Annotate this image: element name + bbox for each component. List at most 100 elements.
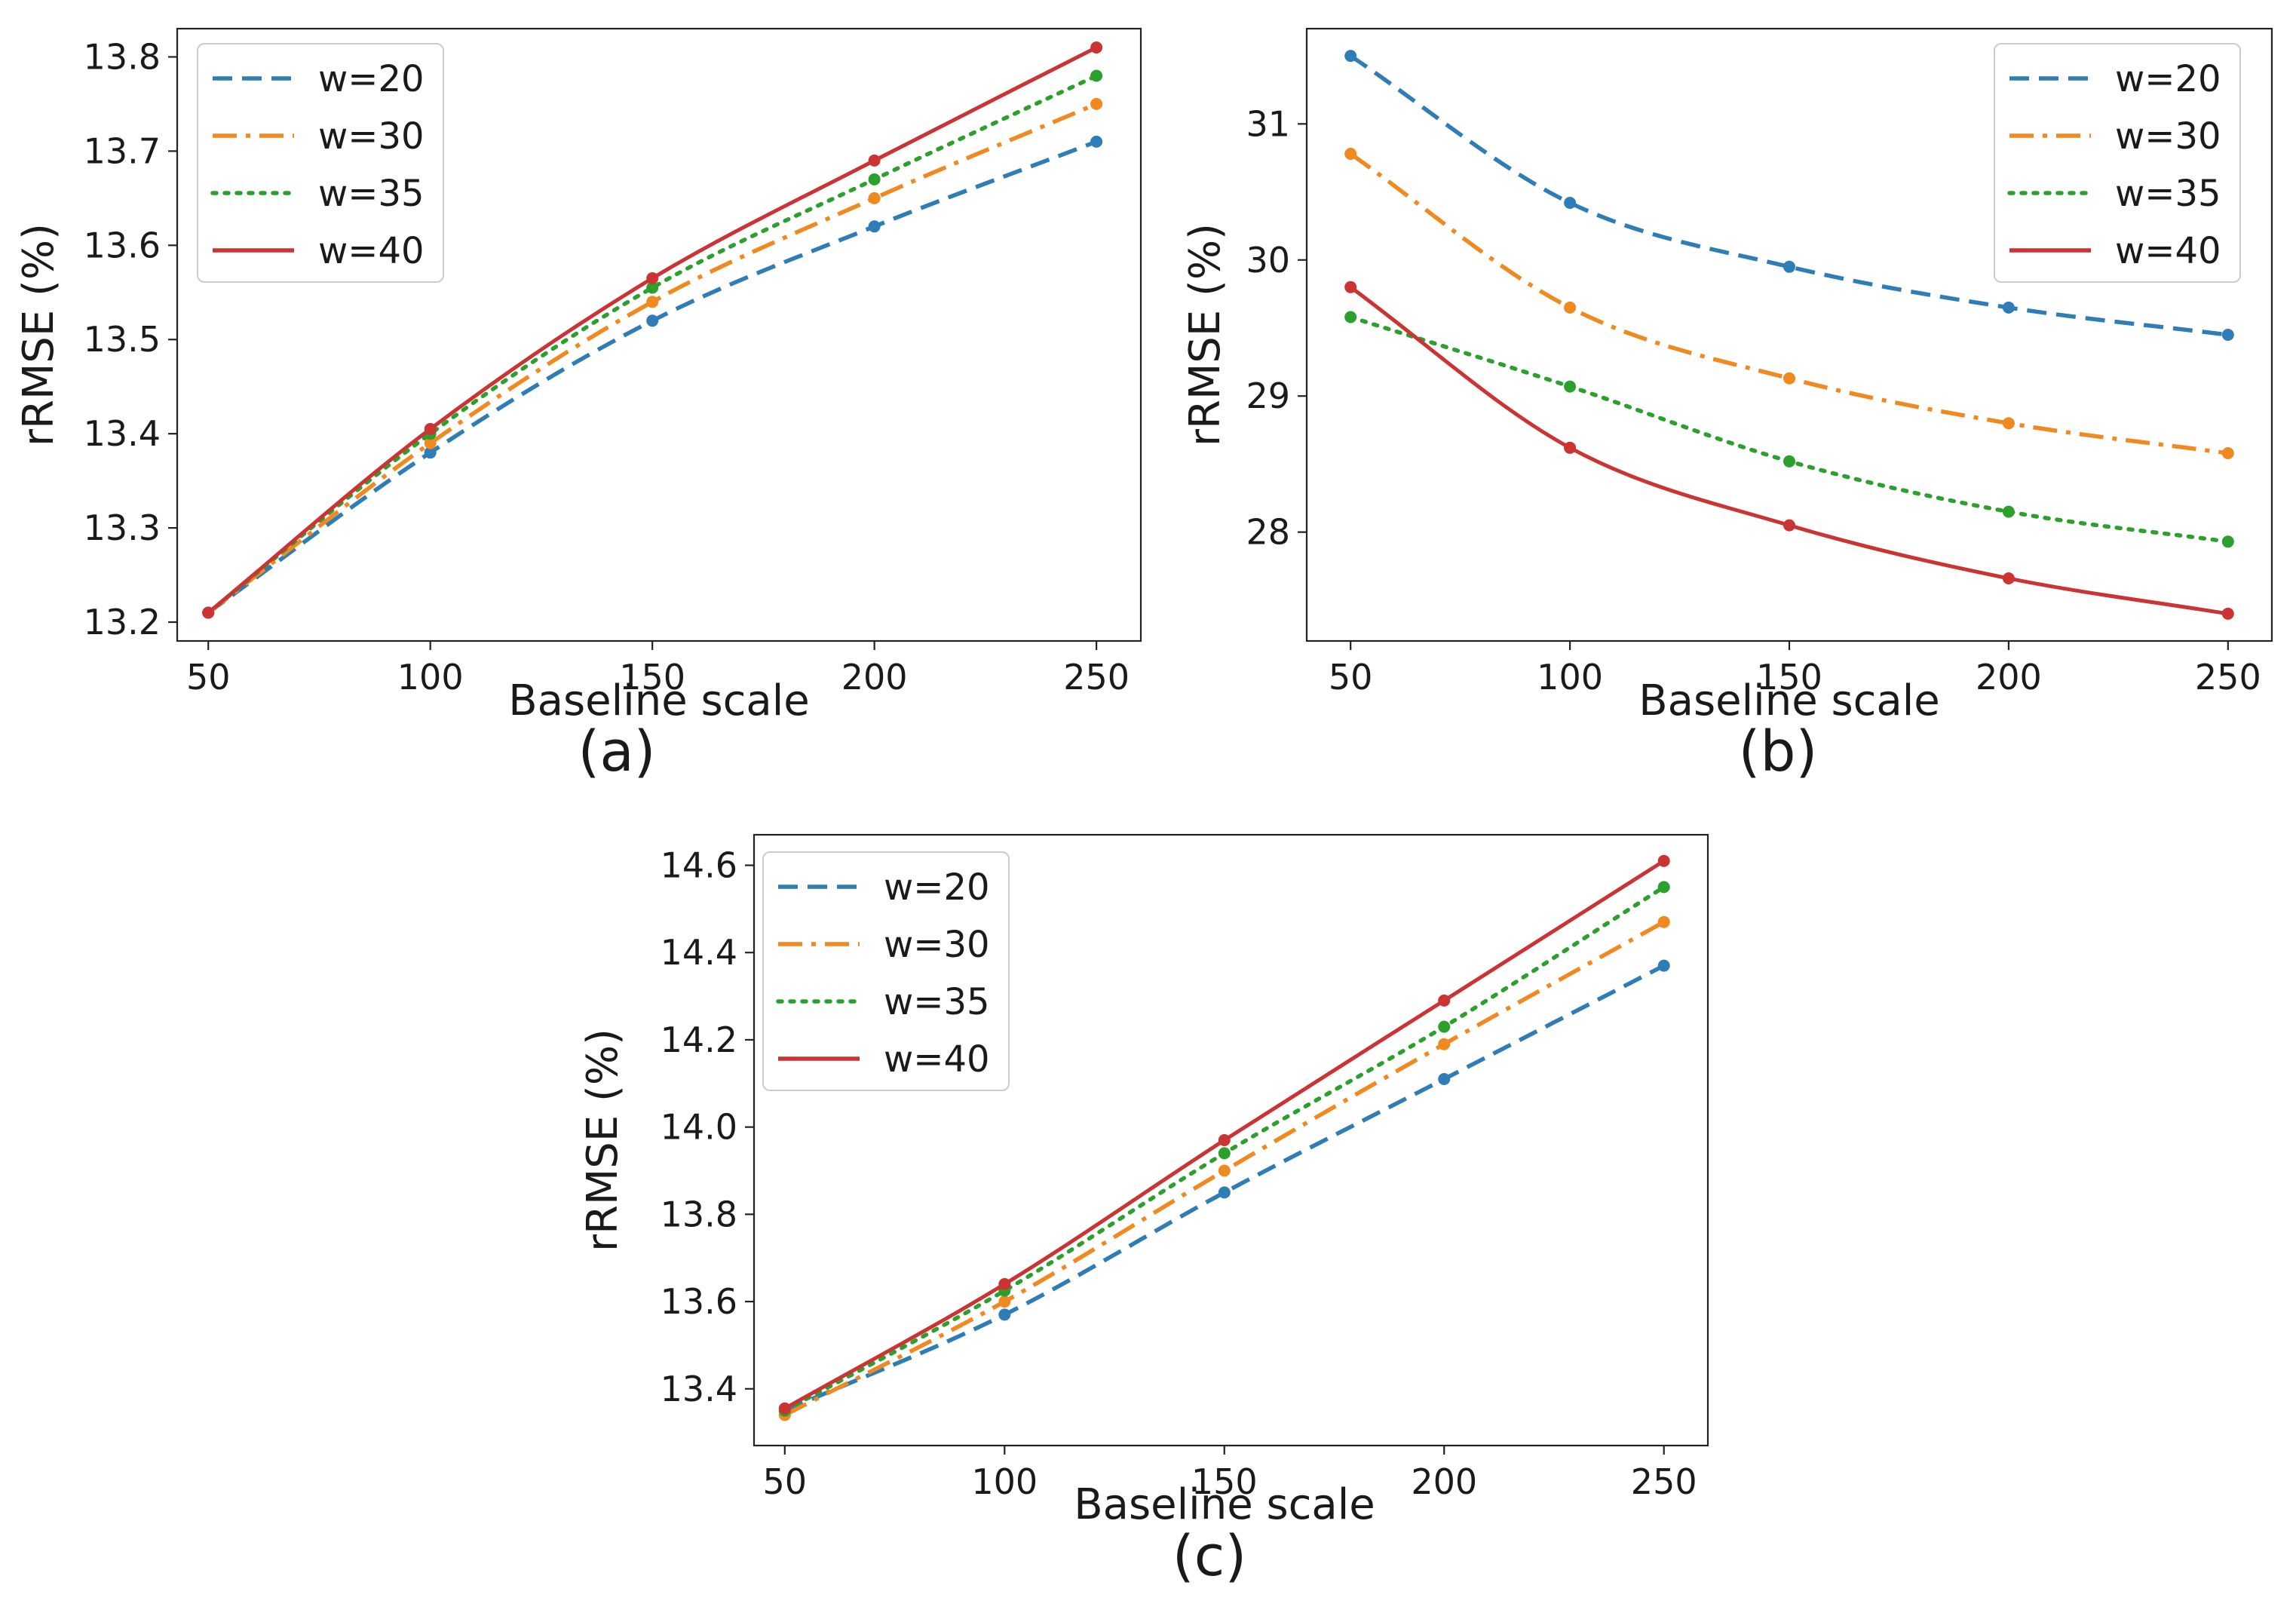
legend-label: w=35: [2115, 173, 2221, 215]
legend-frame: [197, 43, 444, 283]
chart-panel-2: 50 100 150 200 250 28 29 30 31 Baseline scale rRMS…: [1181, 27, 2273, 784]
data-point-w20: [1657, 959, 1670, 972]
data-point-w40: [2002, 572, 2015, 584]
y-tick-label: 14.0: [661, 1107, 737, 1148]
data-point-w20: [2221, 329, 2234, 341]
panel-label: (a): [578, 719, 655, 784]
y-tick-label: 13.8: [661, 1194, 737, 1234]
data-point-w20: [646, 314, 659, 327]
data-point-w30: [424, 437, 437, 449]
data-point-w30: [868, 192, 881, 204]
legend: w=20 w=30 w=35 w=40: [197, 43, 444, 283]
y-tick-label: 13.4: [661, 1369, 737, 1409]
data-point-w20: [868, 220, 881, 233]
data-point-w30: [1657, 915, 1670, 928]
y-tick-label: 13.8: [84, 36, 161, 77]
x-tick-label: 250: [1063, 657, 1130, 698]
data-point-w20: [2002, 301, 2015, 314]
data-point-w40: [1564, 441, 1577, 454]
x-axis-label: Baseline scale: [1638, 676, 1940, 725]
data-point-w30: [1783, 372, 1795, 385]
legend-label: w=35: [318, 173, 425, 215]
series-line-w40: [1349, 285, 2229, 616]
x-tick-label: 150: [619, 657, 685, 698]
data-point-w30: [1090, 97, 1103, 110]
legend-label: w=30: [318, 115, 425, 158]
y-tick-label: 14.6: [661, 845, 737, 886]
data-point-w40: [646, 272, 659, 284]
y-tick-label: 13.2: [84, 602, 161, 642]
data-point-w35: [1783, 455, 1795, 468]
data-point-w40: [202, 606, 215, 619]
data-point-w40: [868, 154, 881, 167]
data-point-w30: [2221, 447, 2234, 459]
data-point-w20: [1218, 1186, 1231, 1199]
y-tick-label: 13.6: [84, 225, 161, 265]
y-tick-label: 28: [1246, 512, 1290, 553]
y-tick-label: 13.7: [84, 130, 161, 171]
data-point-w35: [2221, 535, 2234, 548]
series-line-w20: [207, 140, 1098, 615]
data-point-w35: [646, 281, 659, 294]
series-line-w20: [1349, 54, 2229, 337]
x-tick-label: 150: [1756, 657, 1822, 698]
series-line-w30: [207, 102, 1098, 615]
legend-label: w=20: [2115, 58, 2221, 100]
data-point-w35: [1564, 380, 1577, 393]
legend: w=20 w=30 w=35 w=40: [1994, 43, 2241, 283]
x-axis-label: Baseline scale: [508, 676, 810, 725]
data-point-w40: [424, 422, 437, 435]
y-tick-label: 13.6: [661, 1281, 737, 1322]
data-point-w40: [2221, 607, 2234, 620]
x-tick-label: 200: [1411, 1461, 1477, 1502]
series-line-w35: [206, 73, 1099, 615]
data-point-w35: [1218, 1147, 1231, 1160]
legend-label: w=20: [318, 58, 425, 100]
panel-label: (b): [1739, 719, 1818, 784]
data-point-w35: [1657, 881, 1670, 894]
x-tick-label: 200: [841, 657, 908, 698]
y-tick-label: 13.4: [84, 413, 161, 454]
data-point-w40: [1344, 281, 1357, 293]
plot-frame: [753, 833, 1709, 1447]
y-tick-label: 13.5: [84, 319, 161, 360]
data-point-w35: [2002, 505, 2015, 518]
data-point-w40: [1218, 1134, 1231, 1146]
y-axis-label: rRMSE (%): [578, 1029, 627, 1252]
data-point-w30: [1438, 1038, 1451, 1050]
legend-label: w=35: [884, 981, 990, 1023]
data-point-w20: [1344, 50, 1357, 63]
chart-panel-3: 50 100 150 200 250 13.4 13.6 13.8 14.0 14.2 14.4 14…: [578, 833, 1709, 1589]
data-point-w30: [1218, 1164, 1231, 1177]
legend-label: w=40: [2115, 230, 2221, 272]
data-point-w30: [646, 296, 659, 308]
chart-panel-1: 50 100 150 200 250 13.2 13.3 13.4 13.5 13.6 13.7 13…: [14, 27, 1142, 784]
x-tick-label: 50: [1329, 657, 1373, 698]
legend-label: w=20: [884, 866, 990, 909]
legend-label: w=40: [884, 1038, 990, 1081]
legend-label: w=30: [2115, 115, 2221, 158]
x-tick-label: 200: [1976, 657, 2042, 698]
data-point-w35: [1344, 311, 1357, 323]
x-tick-label: 250: [2195, 657, 2261, 698]
y-tick-label: 30: [1246, 240, 1290, 281]
y-tick-label: 14.4: [661, 932, 737, 973]
series-line-w35: [1348, 314, 2230, 544]
y-axis-label: rRMSE (%): [1181, 223, 1230, 446]
data-point-w20: [1438, 1073, 1451, 1085]
data-point-w20: [424, 446, 437, 459]
data-point-w35: [868, 173, 881, 186]
data-point-w30: [998, 1295, 1011, 1308]
data-point-w30: [1344, 148, 1357, 160]
data-point-w40: [1657, 854, 1670, 867]
x-tick-label: 250: [1631, 1461, 1697, 1502]
data-point-w20: [1090, 135, 1103, 148]
x-tick-label: 100: [1537, 657, 1603, 698]
legend-label: w=40: [318, 230, 425, 272]
data-point-w40: [1090, 41, 1103, 54]
x-tick-label: 50: [186, 657, 231, 698]
plot-frame: [176, 27, 1142, 642]
panel-label: (c): [1173, 1524, 1246, 1589]
y-tick-label: 31: [1246, 103, 1290, 144]
